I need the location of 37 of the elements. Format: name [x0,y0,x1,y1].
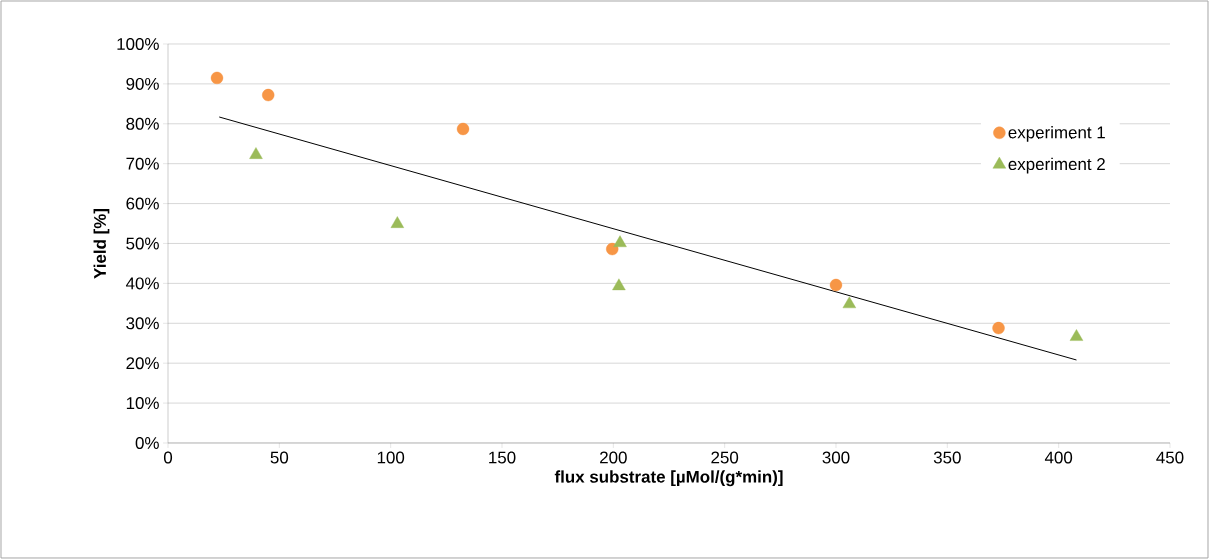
point [262,88,275,102]
y-tick-label: 80% [126,117,159,130]
legend-label: experiment 1 [1008,125,1105,142]
point [842,296,857,309]
point [992,321,1005,335]
x-tick-label: 400 [1044,451,1073,464]
y-tick-label: 60% [126,197,159,210]
point [249,147,263,159]
x-axis-title: flux substrate [µMol/(g*min)] [554,470,783,487]
x-tick-label: 50 [270,451,289,464]
point [390,216,405,228]
y-tick-label: 50% [126,237,159,250]
x-tick-label: 150 [489,451,516,464]
point [606,242,619,256]
legend-label: experiment 2 [1008,157,1105,174]
y-tick-label: 100% [117,37,159,50]
point [210,71,224,85]
y-axis-title: Yield [%] [93,209,110,279]
y-tick-label: 40% [125,277,159,290]
point [456,122,470,136]
x-tick-label: 200 [600,451,627,464]
x-tick-label: 250 [711,451,739,464]
y-tick-label: 10% [126,397,159,410]
point [612,278,626,291]
x-tick-label: 350 [933,451,961,464]
y-tick-label: 70% [126,157,159,170]
y-tick-label: 20% [126,357,159,370]
point [829,278,843,292]
x-tick-label: 300 [822,451,850,464]
x-tick-label: 0 [163,451,173,464]
y-tick-label: 0% [135,436,159,449]
point [1069,329,1084,341]
x-tick-label: 450 [1156,451,1184,464]
x-tick-label: 100 [377,451,405,464]
y-tick-label: 90% [126,77,159,90]
y-tick-label: 30% [126,317,159,330]
point [613,235,627,248]
